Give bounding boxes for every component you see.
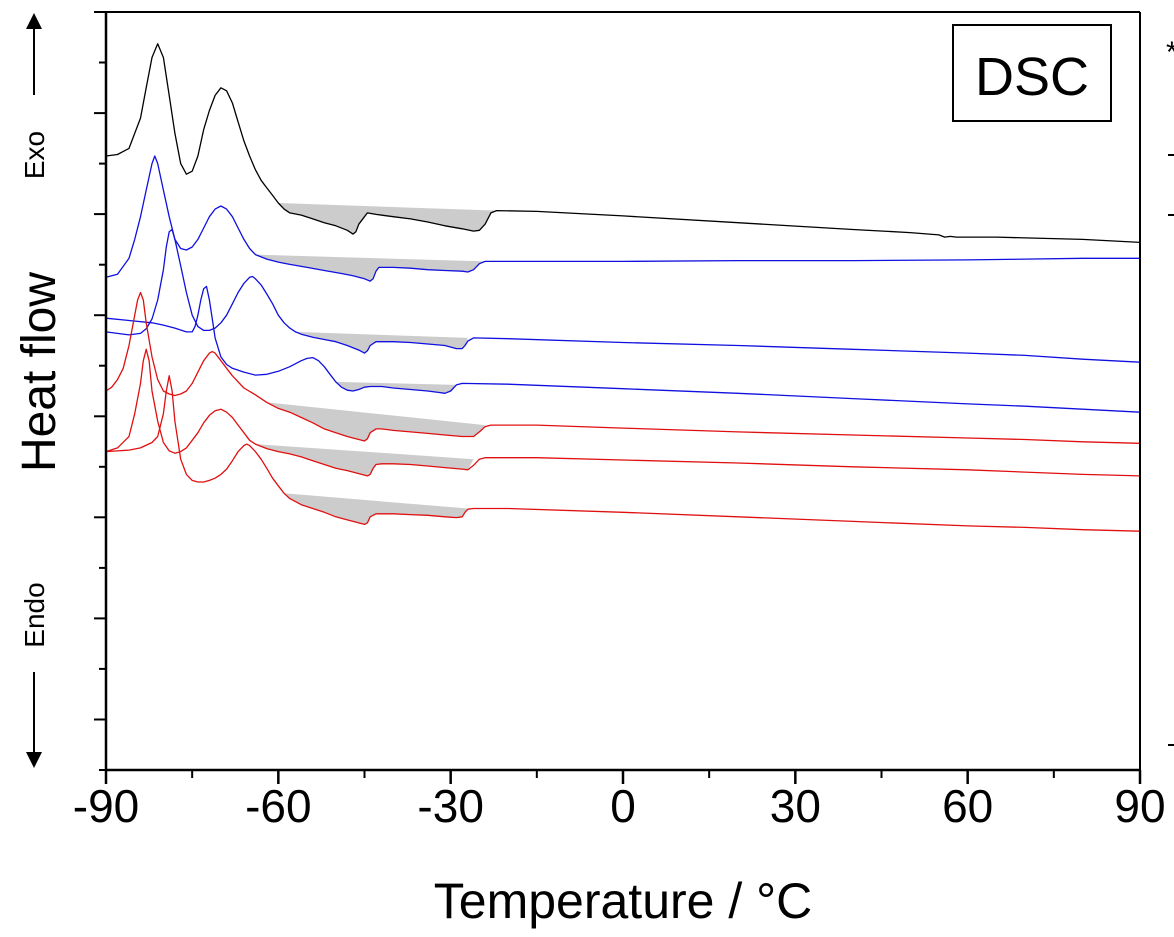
series-line-6 bbox=[105, 348, 1141, 477]
right-edge-glyph: * bbox=[1166, 36, 1174, 69]
arrow-up-icon bbox=[26, 13, 42, 29]
x-tick-label: 30 bbox=[770, 780, 821, 832]
x-tick-label: 90 bbox=[1114, 780, 1165, 832]
dsc-curves bbox=[105, 43, 1141, 532]
x-tick-label: -30 bbox=[417, 780, 483, 832]
series-line-3 bbox=[105, 228, 1141, 363]
y-axis-label: Heat flow bbox=[13, 272, 66, 472]
shaded-regions bbox=[255, 203, 497, 525]
right-edge-marks: * bbox=[1166, 36, 1174, 746]
shaded-region-6 bbox=[255, 444, 474, 476]
endo-label: Endo bbox=[19, 582, 50, 647]
shaded-region-5 bbox=[266, 402, 486, 441]
arrow-down-icon bbox=[26, 752, 42, 768]
series-line-1 bbox=[105, 43, 1141, 244]
dsc-label: DSC bbox=[975, 47, 1089, 107]
plot-frame bbox=[104, 11, 1141, 772]
x-tick-label: 60 bbox=[942, 780, 993, 832]
endo-indicator: Endo bbox=[19, 582, 50, 768]
exo-label: Exo bbox=[19, 131, 50, 179]
dsc-label-frame bbox=[952, 24, 1112, 122]
shaded-region-3 bbox=[295, 331, 468, 354]
series-line-2 bbox=[105, 155, 1140, 282]
x-ticks: -90 -60 -30 0 30 60 90 bbox=[73, 770, 1166, 832]
x-tick-label: -90 bbox=[73, 780, 139, 832]
series-line-5 bbox=[105, 291, 1141, 444]
shaded-region-1 bbox=[278, 203, 497, 235]
shaded-region-7 bbox=[284, 493, 468, 525]
y-ticks bbox=[94, 11, 106, 771]
dsc-label-box: DSC bbox=[952, 24, 1112, 122]
x-tick-label: 0 bbox=[610, 780, 636, 832]
shaded-region-2 bbox=[255, 254, 486, 282]
x-tick-label: -60 bbox=[245, 780, 311, 832]
series-line-4 bbox=[105, 285, 1141, 413]
series-line-7 bbox=[105, 375, 1141, 532]
x-axis-label: Temperature / °C bbox=[434, 873, 812, 929]
exo-indicator: Exo bbox=[19, 13, 50, 179]
